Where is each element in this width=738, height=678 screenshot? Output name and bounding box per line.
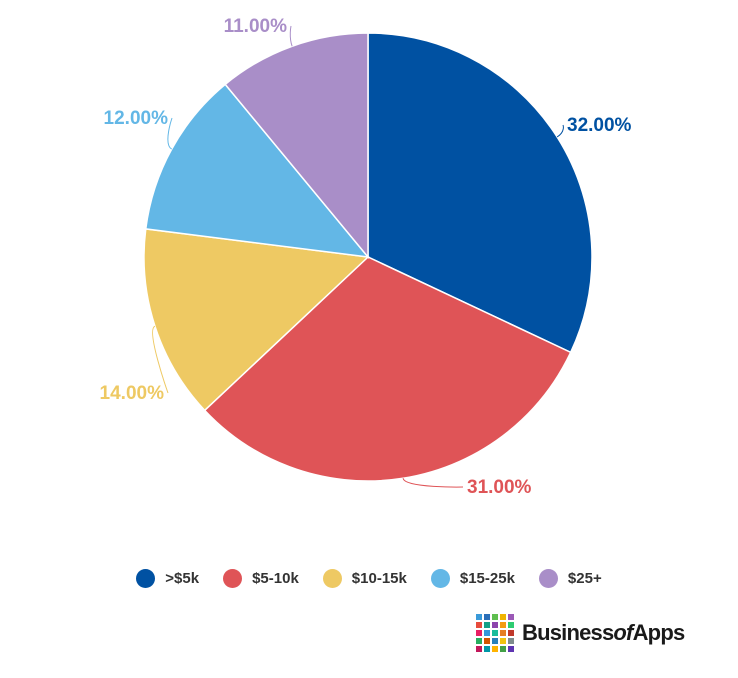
logo-grid-square (508, 614, 514, 620)
slice-label-1: 31.00% (467, 477, 532, 498)
slice-label-0: 32.00% (567, 115, 632, 136)
logo-grid-square (492, 630, 498, 636)
logo-grid-square (500, 630, 506, 636)
logo-grid-square (492, 622, 498, 628)
logo-grid-square (492, 646, 498, 652)
logo-grid-square (492, 614, 498, 620)
logo-grid-square (476, 638, 482, 644)
legend-item-25-plus[interactable]: $25+ (538, 569, 602, 588)
logo-grid-square (500, 638, 506, 644)
legend-swatch (136, 569, 156, 588)
pie-slice-1[interactable] (203, 256, 572, 482)
logo-grid-square (508, 630, 514, 636)
logo-grid-square (484, 638, 490, 644)
chart-legend: >$5k $5-10k $10-15k $15-25k $25+ (0, 569, 738, 588)
logo-text: BusinessofApps (522, 620, 686, 646)
logo-grid-icon (476, 614, 514, 652)
logo-grid-square (508, 638, 514, 644)
slice-labels: 32.00% 31.00% 14.00% 12.00% 11.00% (100, 16, 632, 498)
logo-grid-square (500, 646, 506, 652)
legend-swatch (538, 569, 558, 588)
logo-grid-square (476, 630, 482, 636)
slice-label-4: 11.00% (224, 16, 287, 37)
logo-text-of: of (613, 620, 633, 645)
logo-grid-square (500, 614, 506, 620)
legend-label: >$5k (165, 570, 200, 587)
legend-label: $25+ (567, 570, 602, 587)
logo-grid-square (484, 646, 490, 652)
legend-item-10-15k[interactable]: $10-15k (322, 569, 407, 588)
logo-grid-square (476, 646, 482, 652)
legend-label: $5-10k (252, 570, 299, 587)
logo-grid-square (484, 630, 490, 636)
slice-label-2: 14.00% (100, 383, 165, 404)
logo-grid-square (476, 622, 482, 628)
logo-grid-square (484, 622, 490, 628)
legend-label: $15-25k (459, 570, 515, 587)
logo-grid-square (508, 646, 514, 652)
label-connector-2 (152, 325, 169, 394)
legend-label: $10-15k (351, 570, 407, 587)
label-connector-3 (167, 117, 173, 150)
legend-swatch (430, 569, 450, 588)
logo-text-business: Business (522, 620, 614, 645)
label-connector-0 (556, 124, 564, 138)
pie-slice-0[interactable] (367, 32, 593, 354)
legend-item-15-25k[interactable]: $15-25k (430, 569, 515, 588)
legend-item-5-10k[interactable]: $5-10k (223, 569, 299, 588)
logo-grid-square (500, 622, 506, 628)
logo-grid-square (484, 614, 490, 620)
slice-label-3: 12.00% (104, 108, 169, 129)
legend-item-under-5k[interactable]: >$5k (136, 569, 199, 588)
label-connector-4 (289, 25, 293, 47)
logo-grid-square (476, 614, 482, 620)
legend-swatch (322, 569, 342, 588)
legend-swatch (223, 569, 243, 588)
pie-slices (143, 32, 593, 482)
pie-slice-4[interactable] (224, 32, 369, 260)
label-connector-1 (402, 477, 464, 488)
logo-text-apps: Apps (632, 620, 686, 645)
logo-grid-square (492, 638, 498, 644)
businessofapps-logo: BusinessofApps (476, 614, 686, 652)
logo-grid-square (508, 622, 514, 628)
label-connectors (152, 25, 564, 488)
